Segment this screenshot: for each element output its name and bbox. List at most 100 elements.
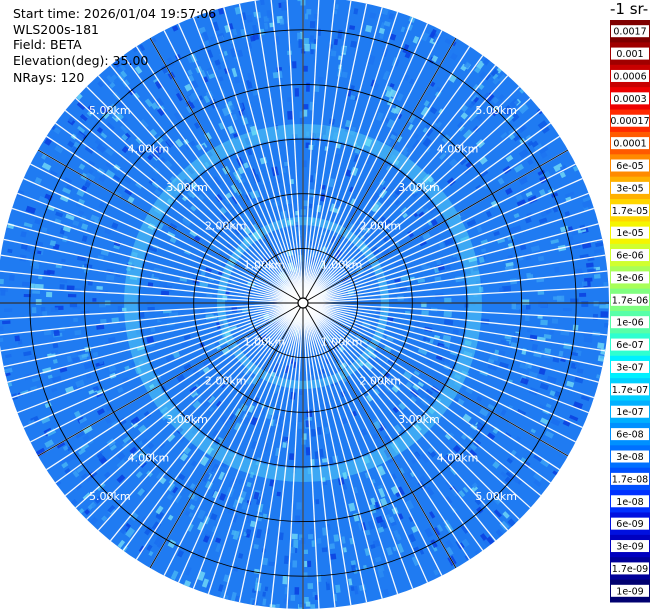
beta-cell (432, 527, 441, 537)
beta-cell (189, 504, 196, 511)
beta-cell (92, 385, 100, 392)
beta-cell (329, 553, 337, 560)
beta-cell (116, 112, 124, 121)
beta-cell (108, 507, 117, 516)
beta-cell (404, 499, 415, 511)
colorbar-label-bg (611, 517, 649, 530)
beta-cell (118, 523, 129, 535)
beta-cell (189, 140, 196, 147)
beta-cell (573, 401, 584, 410)
beta-cell (569, 414, 579, 422)
colorbar-label: 1e-05 (616, 228, 643, 239)
beta-cell (117, 452, 126, 461)
beta-cell (531, 140, 539, 148)
beta-cell (449, 467, 458, 476)
beta-cell (310, 49, 314, 55)
beta-cell (232, 499, 239, 509)
beta-cell (479, 156, 488, 165)
beta-cell (394, 199, 401, 206)
beta-cell (109, 444, 117, 451)
beta-cell (2, 320, 11, 325)
ray-gap (302, 302, 429, 583)
beta-cell (479, 168, 489, 178)
beta-cell (44, 137, 53, 146)
beta-cell (23, 222, 33, 228)
beta-cell (96, 323, 105, 330)
beta-cell (362, 339, 369, 345)
beta-cell (64, 467, 71, 474)
colorbar-label-bg (611, 450, 649, 463)
beta-cell (144, 526, 153, 536)
beta-cell (434, 276, 442, 283)
beta-cell (35, 299, 42, 305)
beta-cell (100, 105, 109, 115)
beta-cell (124, 189, 133, 196)
beta-cell (76, 189, 85, 198)
beta-cell (135, 136, 143, 145)
beta-cell (278, 532, 284, 541)
beta-cell (593, 273, 601, 279)
beta-cell (187, 523, 194, 532)
beta-cell (69, 302, 78, 308)
ray-gap (30, 163, 304, 304)
beta-cell (458, 490, 466, 498)
colorbar-label: 1.7e-09 (612, 564, 648, 575)
beta-cell (539, 458, 550, 468)
beta-cell (155, 472, 163, 480)
beta-cell (79, 113, 88, 122)
beta-cell (153, 271, 160, 278)
beta-cell (62, 187, 72, 195)
beta-cell (476, 425, 484, 433)
colorbar-label-bg (611, 25, 649, 38)
beta-cell (414, 205, 425, 216)
beta-cell (66, 355, 72, 363)
beta-cell (538, 301, 548, 307)
beta-cell (183, 446, 192, 455)
beta-cell (64, 385, 75, 394)
beta-cell (412, 191, 419, 198)
beta-cell (73, 317, 78, 322)
beta-cell (23, 293, 31, 298)
beta-cell (179, 277, 188, 283)
beta-cell (309, 529, 314, 534)
beta-cell (246, 14, 253, 23)
colorbar-label-bg (611, 383, 649, 396)
beta-cell (526, 328, 533, 333)
ray-gap (0, 270, 304, 304)
beta-cell (479, 533, 488, 541)
beta-cell (166, 57, 175, 67)
beta-cell (367, 520, 375, 530)
beta-cell (358, 271, 367, 278)
beta-cell (126, 257, 135, 264)
beta-cell (600, 348, 609, 356)
beta-cell (155, 135, 164, 144)
instrument-label: WLS200s-181 (13, 22, 99, 37)
beta-cell (190, 205, 197, 212)
beta-cell (370, 497, 377, 506)
beta-cell (218, 492, 227, 501)
colorbar-label-bg (611, 92, 649, 105)
beta-cell (463, 350, 473, 357)
beta-cell (570, 351, 579, 357)
beta-cell (423, 100, 430, 107)
beta-cell (31, 307, 37, 314)
beta-cell (153, 536, 162, 546)
beta-cell (196, 193, 205, 202)
beta-cell (527, 140, 534, 147)
beta-cell (255, 457, 261, 466)
beta-cell (409, 326, 415, 331)
colorbar-label-bg (611, 428, 649, 441)
beta-cell (77, 125, 86, 134)
ray-gap (302, 286, 609, 304)
beta-cell (247, 72, 253, 82)
ray-gap (135, 46, 304, 304)
beta-cell (231, 67, 238, 78)
ray-gap (207, 302, 304, 595)
beta-cell (497, 350, 506, 356)
beta-cell (253, 543, 259, 550)
beta-cell (349, 126, 357, 136)
beta-cell (223, 143, 233, 154)
beta-cell (348, 502, 356, 512)
ray-gap (302, 64, 497, 304)
beta-cell (414, 321, 420, 327)
